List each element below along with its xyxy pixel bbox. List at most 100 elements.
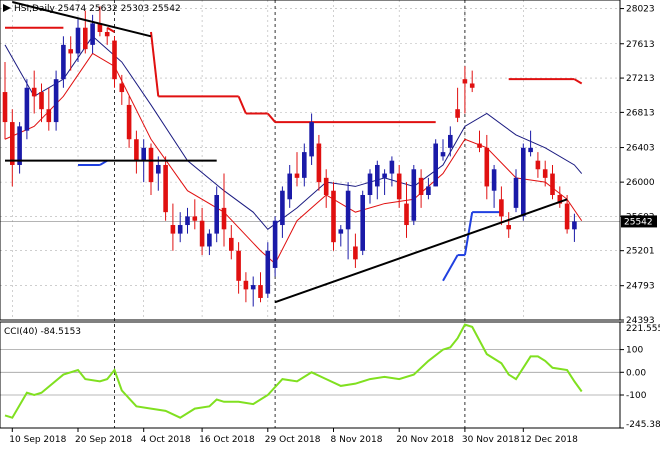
candle-body[interactable] [455,109,460,118]
candle-body[interactable] [119,83,125,93]
price-tick-label: 24393 [626,316,655,326]
candle-body[interactable] [90,23,95,45]
candle-body[interactable] [499,199,504,217]
candle-body[interactable] [207,233,212,247]
candle-body[interactable] [404,203,409,226]
candle-body[interactable] [97,23,103,32]
candle-body[interactable] [484,147,490,187]
candle-body[interactable] [316,143,322,183]
candle-body[interactable] [280,190,285,226]
candle-body[interactable] [61,44,66,80]
candle-body[interactable] [528,147,533,153]
candle-body[interactable] [53,79,59,123]
chart-title: HSI,Daily 25474 25632 25303 25542 [14,4,181,14]
resistance-line [267,112,276,123]
cci-series-line [4,323,583,419]
price-tick-label: 27613 [626,40,655,50]
trendline[interactable] [274,198,568,304]
candle-body[interactable] [302,152,307,178]
time-tick-label: 16 Oct 2018 [199,435,255,445]
candle-body[interactable] [31,87,37,97]
resistance-line [237,95,247,114]
candle-body[interactable] [199,220,205,247]
candle-body[interactable] [564,203,570,230]
candle-body[interactable] [243,280,249,290]
candle-body[interactable] [163,164,168,213]
candle-body[interactable] [513,177,519,208]
candle-body[interactable] [75,27,81,54]
candle-body[interactable] [83,27,88,50]
candle-body[interactable] [126,104,132,140]
candle-body[interactable] [440,152,446,157]
candle-body[interactable] [309,122,314,157]
candle-body[interactable] [24,87,30,131]
candle-body[interactable] [134,139,139,161]
candle-body[interactable] [258,285,263,298]
candle-body[interactable] [535,160,541,170]
candle-body[interactable] [521,147,526,217]
candle-body[interactable] [294,173,300,178]
candle-body[interactable] [360,195,365,251]
candle-body[interactable] [367,173,373,196]
candle-body[interactable] [46,109,52,123]
candle-body[interactable] [353,246,358,260]
price-axis: 2439324793252012560226000264032681327213… [620,5,655,326]
candlestick-series[interactable] [2,6,577,307]
candle-body[interactable] [68,49,73,54]
candle-body[interactable] [287,173,292,200]
trendline[interactable] [12,1,152,38]
time-tick-label: 29 Oct 2018 [265,435,321,445]
candle-body[interactable] [192,216,198,221]
candle-body[interactable] [557,195,563,204]
candle-body[interactable] [104,32,110,37]
candle-body[interactable] [375,164,380,187]
candle-body[interactable] [185,216,190,226]
candle-body[interactable] [396,173,402,200]
candle-body[interactable] [141,147,146,161]
candle-body[interactable] [389,160,395,174]
candle-body[interactable] [382,173,387,178]
candle-body[interactable] [148,147,154,183]
candle-body[interactable] [411,169,417,221]
current-price-box [621,215,657,228]
candle-body[interactable] [2,92,8,123]
candle-body[interactable] [572,221,577,230]
candle-body[interactable] [10,122,15,165]
candle-body[interactable] [112,40,117,80]
candle-body[interactable] [214,195,219,234]
candle-body[interactable] [229,237,234,251]
candle-body[interactable] [469,83,475,88]
candle-body[interactable] [477,143,482,148]
trendlines[interactable] [5,1,568,304]
candle-body[interactable] [426,186,431,196]
candle-body[interactable] [491,169,497,191]
cci-tick-label: 221.5552 [626,324,660,334]
collapse-triangle-icon[interactable] [3,4,11,12]
candle-body[interactable] [418,177,424,196]
candle-body[interactable] [250,285,256,290]
candle-body[interactable] [462,79,468,84]
candle-body[interactable] [17,126,22,165]
resistance-line [573,78,583,85]
candle-body[interactable] [323,177,329,196]
candle-body[interactable] [331,190,336,243]
candle-body[interactable] [156,164,161,174]
candle-body[interactable] [542,169,548,178]
candle-body[interactable] [506,225,511,230]
time-tick-label: 8 Nov 2018 [331,435,383,445]
candle-body[interactable] [433,143,438,187]
candle-body[interactable] [177,225,183,234]
candle-body[interactable] [550,173,555,196]
candle-body[interactable] [338,229,344,234]
candle-body[interactable] [448,134,453,148]
candle-body[interactable] [345,190,351,230]
candle-body[interactable] [170,225,176,234]
candle-body[interactable] [39,92,44,110]
cci-label: CCI(40) -84.5153 [4,327,81,337]
candle-body[interactable] [265,250,271,294]
time-axis: 10 Sep 2018 20 Sep 2018 4 Oct 2018 16 Oct 2… [9,428,578,445]
candle-body[interactable] [272,220,278,268]
candle-body[interactable] [221,207,227,230]
candle-body[interactable] [236,250,241,281]
